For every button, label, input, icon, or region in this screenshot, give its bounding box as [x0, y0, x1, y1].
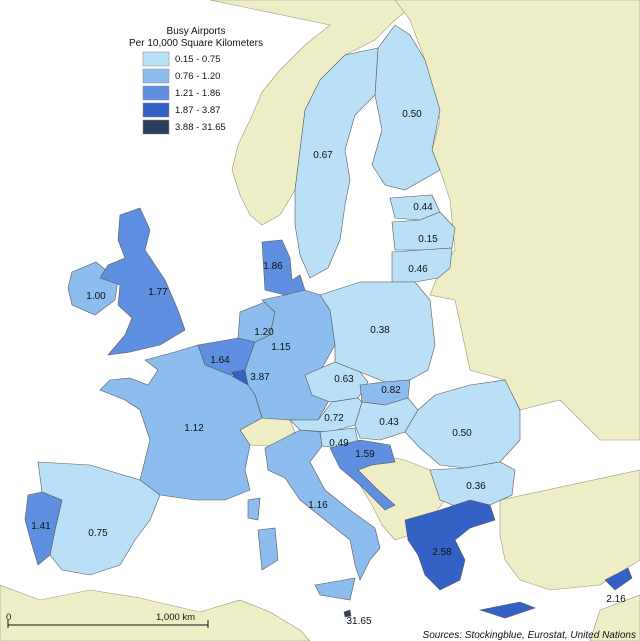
label-croatia: 1.59 — [355, 449, 375, 460]
legend-label-1: 0.15 - 0.75 — [175, 54, 220, 65]
russia-east-land — [394, 0, 640, 441]
region-denmark — [261, 239, 306, 296]
region-corsica — [247, 497, 261, 521]
legend: Busy Airports Per 10,000 Square Kilomete… — [129, 26, 263, 135]
legend-title-line1: Busy Airports — [167, 26, 226, 37]
value-labels: 0.50 0.67 0.44 0.15 0.46 1.86 1.00 1.77 … — [31, 109, 626, 627]
region-bulgaria — [429, 461, 516, 509]
label-denmark: 1.86 — [263, 261, 283, 272]
label-belgium: 1.64 — [210, 355, 230, 366]
label-latvia: 0.15 — [418, 234, 438, 245]
label-sweden: 0.67 — [313, 150, 333, 161]
scale-bar-start-label: 0 — [6, 612, 11, 623]
label-lithuania: 0.46 — [408, 264, 428, 275]
legend-swatch-5 — [142, 119, 170, 135]
region-france — [99, 344, 263, 501]
legend-swatch-3 — [142, 85, 170, 101]
label-greece: 2.58 — [432, 547, 452, 558]
label-hungary: 0.43 — [379, 417, 399, 428]
region-finland — [371, 24, 441, 191]
label-ireland: 1.00 — [86, 291, 106, 302]
region-sardinia — [257, 527, 279, 571]
label-estonia: 0.44 — [413, 202, 433, 213]
region-sicily — [314, 577, 356, 601]
label-luxembourg: 3.87 — [250, 372, 270, 383]
source-credit: Sources: Stockingblue, Eurostat, United … — [423, 630, 636, 641]
label-austria: 0.72 — [324, 413, 344, 424]
label-netherlands: 1.20 — [254, 327, 274, 338]
label-portugal: 1.41 — [31, 521, 51, 532]
scale-bar: 0 1,000 km — [6, 612, 209, 628]
label-czechia: 0.63 — [334, 374, 354, 385]
region-sweden — [294, 47, 379, 279]
label-poland: 0.38 — [370, 325, 390, 336]
label-cyprus: 2.16 — [606, 594, 626, 605]
legend-label-5: 3.88 - 31.65 — [175, 122, 226, 133]
label-slovakia: 0.82 — [381, 385, 401, 396]
region-greece — [404, 499, 496, 591]
region-poland — [319, 281, 436, 383]
scale-bar-end-label: 1,000 km — [156, 612, 195, 623]
label-slovenia: 0.49 — [329, 438, 349, 449]
region-crete — [478, 601, 536, 619]
eu-countries — [24, 24, 633, 619]
region-romania — [404, 379, 521, 469]
region-cyprus — [604, 567, 633, 591]
norway-land — [209, 0, 421, 226]
region-uk — [99, 207, 186, 356]
region-croatia — [329, 439, 396, 511]
region-latvia — [391, 211, 456, 251]
legend-label-2: 0.76 - 1.20 — [175, 71, 220, 82]
middle-east-land — [589, 594, 640, 641]
region-italy — [264, 429, 381, 581]
turkey-land — [499, 469, 640, 591]
legend-label-3: 1.21 - 1.86 — [175, 88, 220, 99]
label-bulgaria: 0.36 — [466, 481, 486, 492]
legend-label-4: 1.87 - 3.87 — [175, 105, 220, 116]
legend-swatch-1 — [142, 51, 170, 67]
label-italy: 1.16 — [308, 500, 328, 511]
label-france: 1.12 — [184, 423, 204, 434]
label-romania: 0.50 — [452, 428, 472, 439]
region-malta — [343, 609, 352, 618]
label-malta: 31.65 — [346, 616, 371, 627]
legend-swatch-4 — [142, 102, 170, 118]
label-finland: 0.50 — [402, 109, 422, 120]
label-spain: 0.75 — [88, 528, 108, 539]
label-uk: 1.77 — [148, 287, 168, 298]
label-germany: 1.15 — [271, 342, 291, 353]
north-africa-land — [0, 584, 311, 641]
legend-title-line2: Per 10,000 Square Kilometers — [129, 38, 263, 49]
legend-swatch-2 — [142, 68, 170, 84]
region-portugal — [24, 491, 63, 566]
